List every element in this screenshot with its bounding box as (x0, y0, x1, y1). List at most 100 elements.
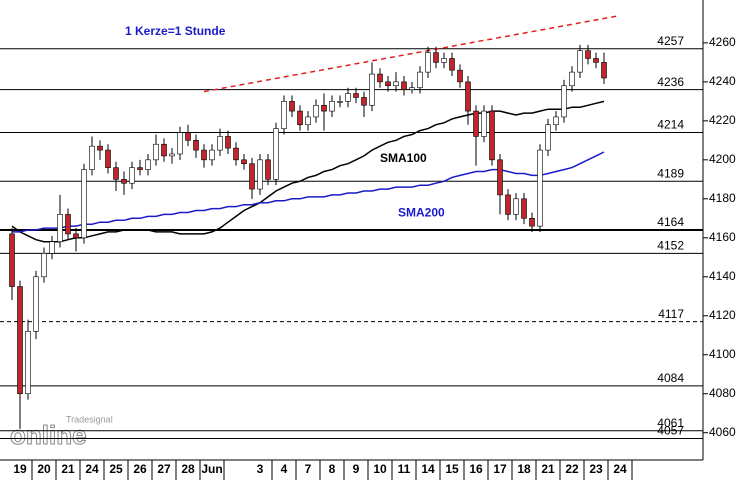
candle-body (377, 73, 383, 83)
level-label: 4236 (657, 75, 684, 89)
candle-body (281, 101, 287, 129)
candle-body (169, 153, 175, 157)
candle-body (153, 143, 159, 161)
candle-body (345, 93, 351, 102)
candle-body (425, 52, 431, 73)
sma-line (11, 100, 605, 243)
watermark: Tradesignal (66, 414, 113, 424)
candle-body (217, 136, 223, 151)
candle-body (601, 62, 607, 79)
candle-body (25, 331, 31, 395)
candle-body (57, 214, 63, 242)
candle-body (473, 110, 479, 137)
candle-body (537, 149, 543, 227)
x-tick-label: 28 (181, 462, 195, 476)
y-tick-label: 4100 (709, 347, 736, 361)
candle-body (361, 97, 367, 106)
y-tick-label: 4120 (709, 308, 736, 322)
candle-body (457, 69, 463, 83)
candle-body (577, 50, 583, 73)
annotation: 1 Kerze=1 Stunde (125, 24, 226, 38)
candle-body (321, 104, 327, 112)
candle-body (569, 71, 575, 87)
x-tick-label: 11 (398, 462, 411, 476)
candle-body (417, 71, 423, 89)
candle-body (225, 136, 231, 149)
series-label: SMA100 (380, 151, 427, 165)
x-tick-label: 4 (281, 462, 288, 476)
candle-body (33, 276, 39, 332)
y-tick-label: 4180 (709, 191, 736, 205)
candle-body (97, 145, 103, 151)
candle-body (409, 87, 415, 90)
x-tick-label: 7 (305, 462, 312, 476)
candle-body (145, 159, 151, 170)
y-tick-label: 4160 (709, 230, 736, 244)
candle-body (513, 198, 519, 215)
candle-body (257, 159, 263, 190)
candle-body (113, 167, 119, 180)
candle-body (81, 169, 87, 239)
x-tick-label: 24 (85, 462, 99, 476)
candle-body (41, 253, 47, 278)
level-label: 4061 (657, 416, 684, 430)
x-tick-label: 21 (61, 462, 75, 476)
x-tick-label: 22 (565, 462, 579, 476)
candle-body (9, 233, 15, 287)
y-tick-label: 4260 (709, 35, 736, 49)
candle-body (49, 241, 55, 254)
candle-body (521, 198, 527, 219)
candle-body (129, 167, 135, 184)
candle-body (385, 81, 391, 87)
candle-body (161, 143, 167, 157)
candle-body (393, 81, 399, 87)
candle-body (441, 58, 447, 63)
x-tick-label: 27 (157, 462, 171, 476)
x-tick-label: Jun (201, 462, 222, 476)
x-tick-label: 18 (517, 462, 531, 476)
candle-body (353, 93, 359, 98)
y-tick-label: 4240 (709, 74, 736, 88)
candle-body (561, 85, 567, 118)
x-tick-label: 9 (353, 462, 360, 476)
x-tick-label: 25 (109, 462, 123, 476)
level-label: 4164 (657, 215, 684, 229)
series-label: SMA200 (398, 206, 445, 220)
candle-body (529, 218, 535, 227)
candle-body (65, 214, 71, 235)
x-tick-label: 10 (373, 462, 387, 476)
x-tick-label: 21 (541, 462, 555, 476)
x-tick-label: 23 (589, 462, 603, 476)
level-label: 4189 (657, 166, 684, 180)
y-tick-label: 4080 (709, 386, 736, 400)
x-tick-label: 24 (613, 462, 627, 476)
level-label: 4152 (657, 239, 684, 253)
candle-body (289, 101, 295, 112)
candle-body (209, 149, 215, 161)
level-label: 4117 (658, 307, 684, 321)
level-label: 4214 (657, 118, 684, 132)
candle-body (593, 58, 599, 63)
candle-body (273, 128, 279, 180)
candle-body (489, 110, 495, 161)
x-tick-label: 19 (13, 462, 27, 476)
x-tick-label: 16 (469, 462, 483, 476)
level-label: 4084 (657, 371, 684, 385)
level-label: 4057 (657, 424, 684, 438)
candle-body (505, 194, 511, 215)
y-tick-label: 4060 (709, 425, 736, 439)
candle-body (297, 110, 303, 126)
candle-body (105, 149, 111, 168)
x-tick-label: 14 (421, 462, 435, 476)
candle-body (401, 81, 407, 90)
x-tick-label: 8 (329, 462, 336, 476)
candle-body (265, 159, 271, 180)
candle-body (337, 101, 343, 103)
y-tick-label: 4220 (709, 113, 736, 127)
candle-body (305, 116, 311, 126)
candle-body (177, 132, 183, 155)
candle-body (73, 233, 79, 239)
candle-body (233, 147, 239, 161)
